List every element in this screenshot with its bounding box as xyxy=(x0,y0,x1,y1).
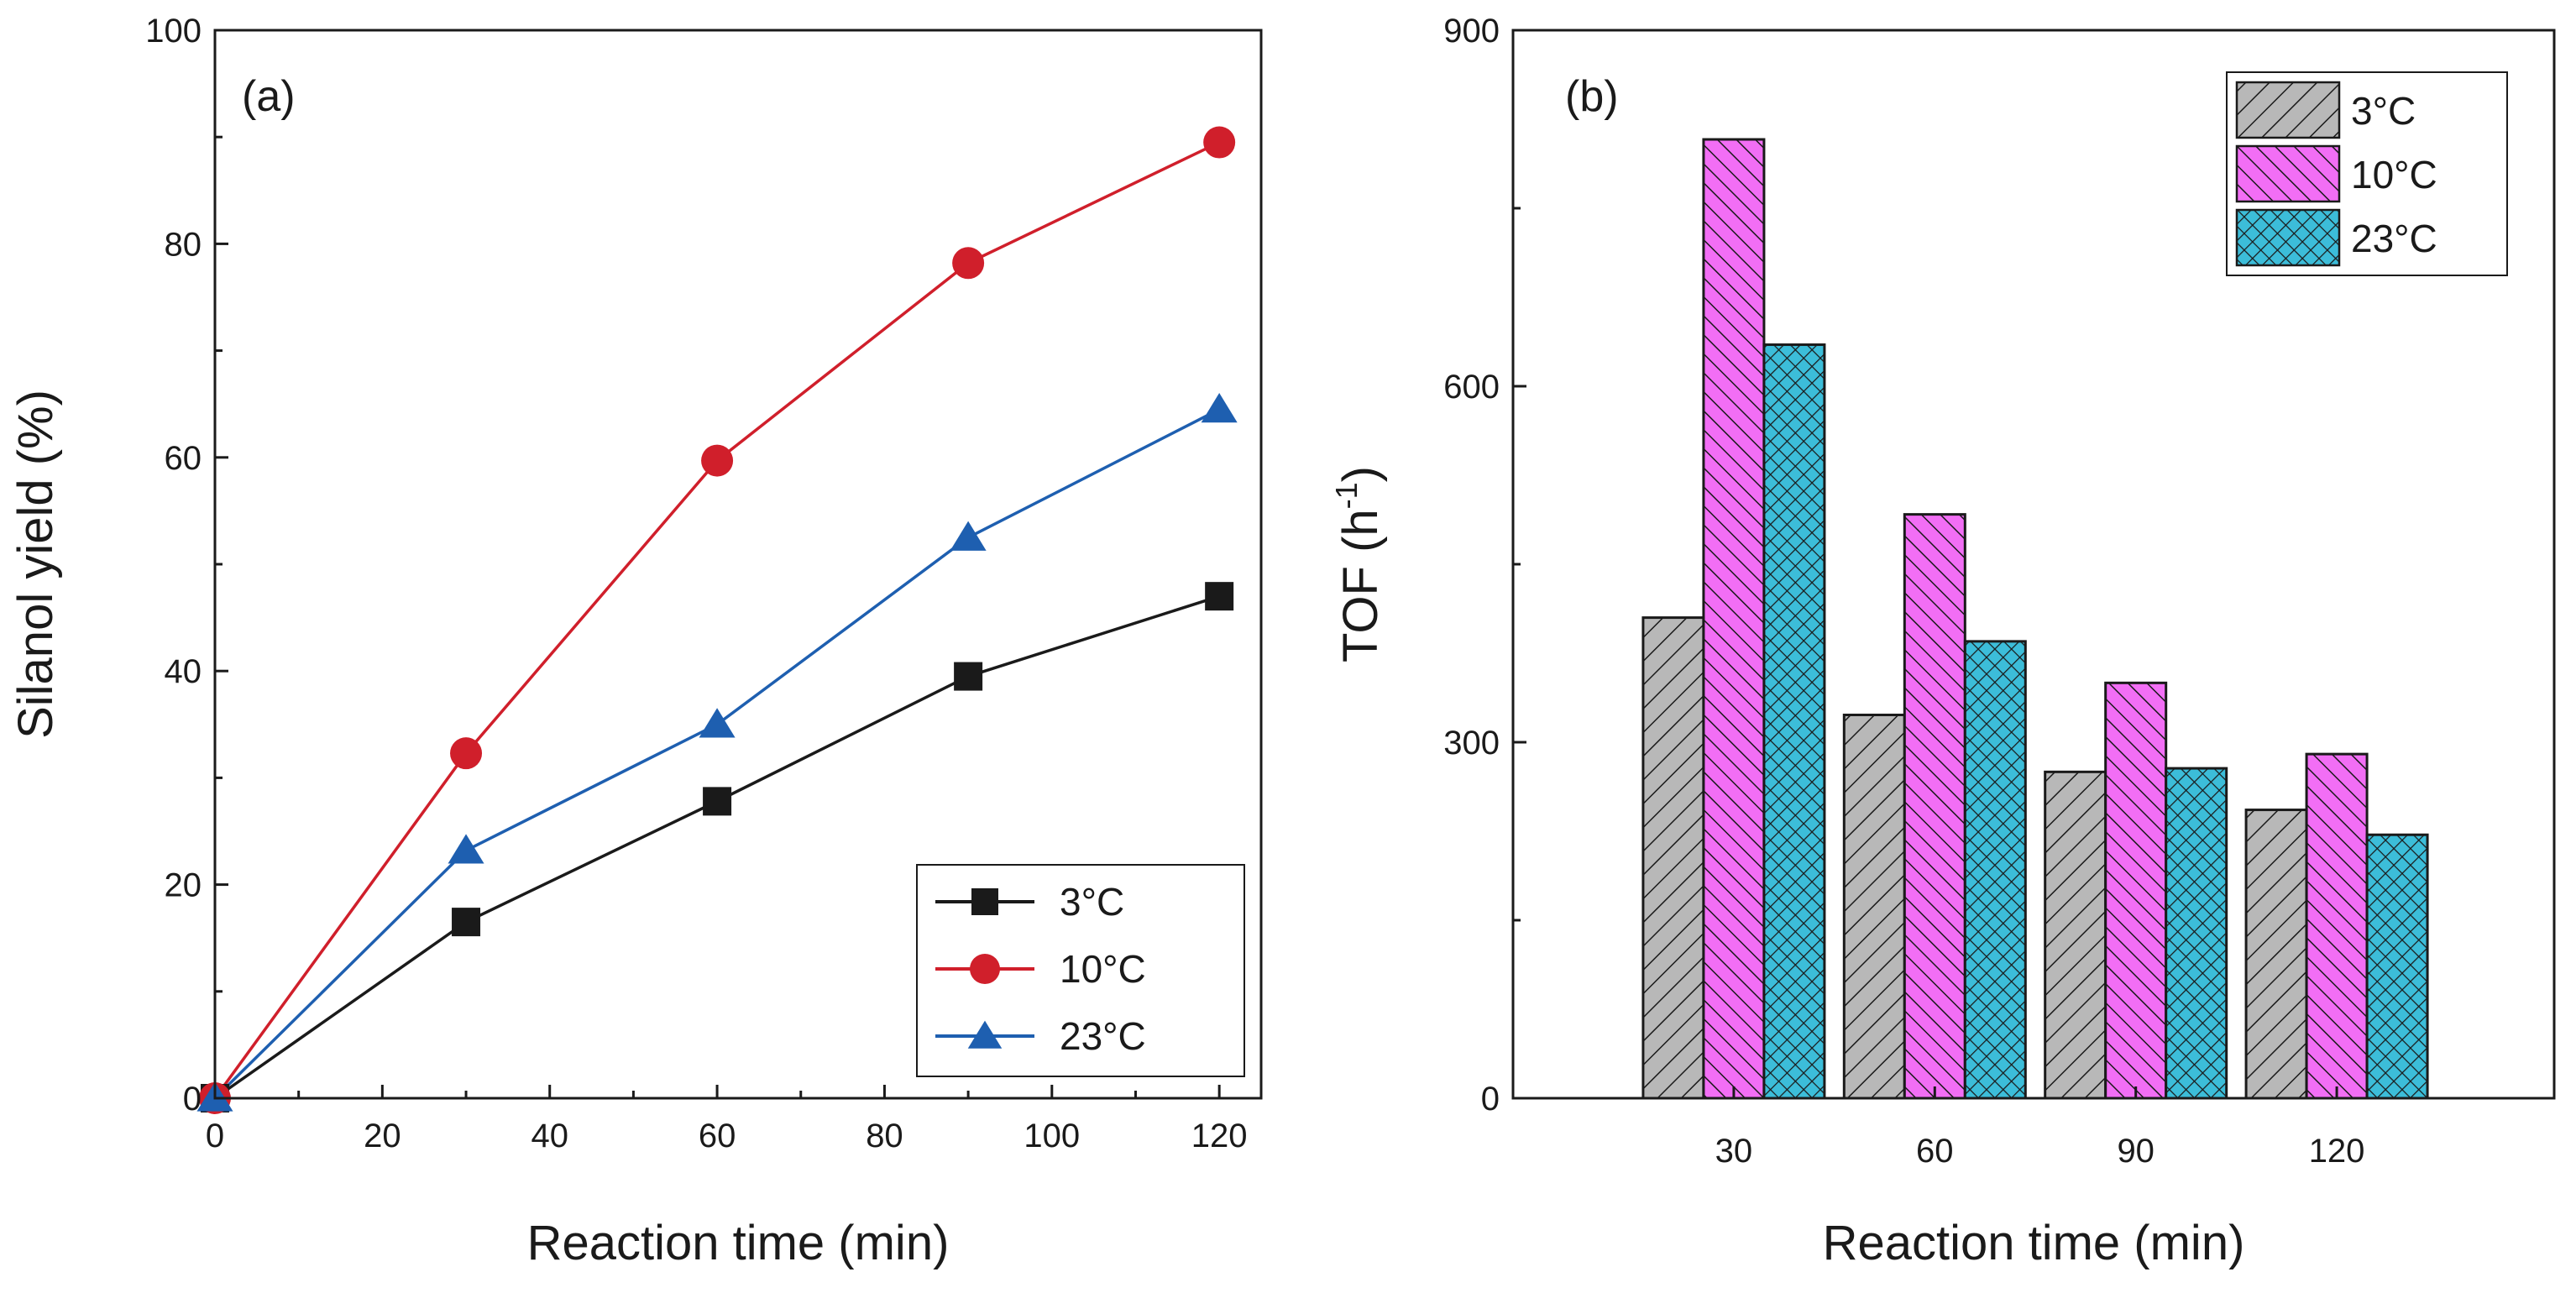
legend-label-3C: 3°C xyxy=(1060,880,1124,924)
data-point-3C-t120 xyxy=(1205,582,1234,611)
data-point-10C-t60 xyxy=(701,444,734,477)
chart-b-x-tick-label: 90 xyxy=(2117,1133,2155,1170)
legend-swatch-23C xyxy=(2235,208,2341,267)
chart-b-x-tick-label: 30 xyxy=(1715,1133,1753,1170)
bar-23C-t90 xyxy=(2165,767,2228,1100)
chart-a-marks xyxy=(196,126,1238,1114)
bar-23C-t30 xyxy=(1762,343,1826,1100)
data-point-10C-t30 xyxy=(450,737,483,770)
chart-b-y-axis-title: TOF (h-1) xyxy=(1329,466,1388,662)
data-point-23C-t120 xyxy=(1201,393,1238,423)
chart-a-x-tick-label: 100 xyxy=(1024,1118,1080,1154)
chart-a-y-tick-label: 80 xyxy=(165,226,202,263)
data-point-23C-t60 xyxy=(699,708,736,738)
chart-a-y-tick-label: 60 xyxy=(165,440,202,477)
chart-a-x-tick-label: 80 xyxy=(866,1118,903,1154)
bar-3C-t30 xyxy=(1641,616,1705,1100)
chart-a: 0 20 40 60 80 100 120 0 20 40 60 80 100 (a) Reaction… xyxy=(8,13,1263,1270)
chart-a-x-axis-title: Reaction time (min) xyxy=(527,1216,950,1270)
chart-a-y-tick-label: 100 xyxy=(145,13,202,50)
legend-swatch-3C xyxy=(2235,81,2341,139)
chart-a-y-tick-label: 0 xyxy=(183,1081,202,1118)
bar-23C-t60 xyxy=(1963,640,2027,1100)
legend-label-23C: 23°C xyxy=(2351,217,2437,260)
chart-a-legend: 3°C 10°C 23°C xyxy=(916,864,1245,1077)
legend-label-10C: 10°C xyxy=(1060,947,1146,991)
bar-23C-t120 xyxy=(2365,833,2429,1100)
bar-10C-t60 xyxy=(1903,513,1966,1100)
chart-a-x-tick-label: 20 xyxy=(364,1118,401,1154)
chart-b-y-axis-title-main: TOF (h xyxy=(1333,509,1388,662)
chart-a-ticks: 0 20 40 60 80 100 120 0 20 40 60 80 100 xyxy=(145,13,1247,1154)
bar-10C-t120 xyxy=(2305,752,2369,1100)
legend-marker-10C xyxy=(970,954,1000,984)
chart-b-panel-label: (b) xyxy=(1565,72,1619,121)
bar-10C-t90 xyxy=(2104,681,2168,1100)
legend-marker-3C xyxy=(971,888,998,915)
chart-b-x-tick-label: 120 xyxy=(2309,1133,2365,1170)
bar-3C-t120 xyxy=(2244,809,2308,1100)
chart-b-y-tick-label: 900 xyxy=(1443,13,1500,50)
chart-a-x-tick-label: 0 xyxy=(206,1118,224,1154)
legend-label-23C: 23°C xyxy=(1060,1014,1146,1058)
chart-b-marks xyxy=(1641,138,2429,1100)
chart-b-y-axis-title-close: ) xyxy=(1333,466,1388,482)
data-point-10C-t120 xyxy=(1203,126,1236,159)
chart-a-panel-label: (a) xyxy=(242,72,296,121)
chart-b-y-tick-label: 0 xyxy=(1481,1081,1500,1118)
legend-marker-23C xyxy=(967,1020,1003,1049)
data-point-23C-t30 xyxy=(448,834,484,864)
data-point-3C-t30 xyxy=(452,908,481,937)
data-point-3C-t90 xyxy=(954,662,983,691)
chart-a-y-tick-label: 20 xyxy=(165,867,202,904)
legend-label-3C: 3°C xyxy=(2351,89,2416,133)
chart-b-y-tick-label: 300 xyxy=(1443,725,1500,762)
chart-a-x-tick-label: 120 xyxy=(1191,1118,1248,1154)
chart-a-y-axis-title: Silanol yield (%) xyxy=(8,390,63,739)
bar-3C-t90 xyxy=(2044,770,2107,1100)
chart-a-y-tick-label: 40 xyxy=(165,653,202,690)
chart-b-legend: 3°C 10°C 23°C xyxy=(2226,71,2508,276)
chart-b-y-tick-label: 600 xyxy=(1443,369,1500,406)
chart-b-x-axis-title: Reaction time (min) xyxy=(1823,1216,2245,1270)
legend-label-10C: 10°C xyxy=(2351,153,2437,196)
chart-a-x-tick-label: 40 xyxy=(531,1118,568,1154)
data-point-23C-t90 xyxy=(950,521,987,551)
data-point-3C-t60 xyxy=(703,787,732,816)
chart-b-x-tick-label: 60 xyxy=(1916,1133,1954,1170)
chart-b: 0 300 600 900 30 60 90 120 (b) Reaction time (m… xyxy=(1329,13,2556,1270)
chart-b-ticks: 0 300 600 900 30 60 90 120 xyxy=(1443,13,2364,1170)
bar-3C-t60 xyxy=(1842,713,1906,1100)
chart-b-y-axis-title-superscript: -1 xyxy=(1329,482,1364,509)
legend-swatch-10C xyxy=(2235,144,2341,203)
bar-10C-t30 xyxy=(1702,138,1766,1100)
data-point-10C-t90 xyxy=(952,247,985,280)
chart-a-x-tick-label: 60 xyxy=(699,1118,736,1154)
